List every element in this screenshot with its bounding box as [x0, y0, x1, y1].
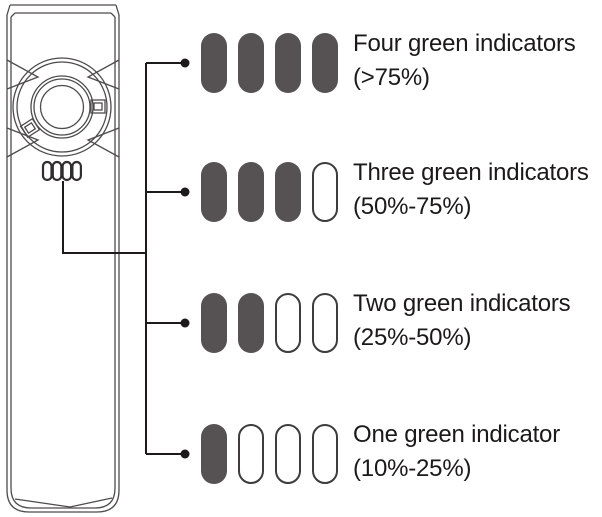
legend-range: (50%-75%)	[353, 193, 472, 220]
indicator-capsule-empty	[312, 424, 338, 484]
device-chevron-top-left	[6, 59, 40, 90]
indicator-capsule-filled	[201, 424, 227, 484]
dial-lower-left-tab	[19, 117, 41, 139]
device-led-2	[51, 160, 63, 182]
device-chevron-bottom-left	[6, 127, 40, 158]
legend-caption: Four green indicators (>75%)	[353, 27, 576, 95]
legend-range: (10%-25%)	[353, 455, 472, 482]
legend-caption: Three green indicators (50%-75%)	[353, 156, 589, 224]
indicator-capsule-filled	[275, 162, 301, 222]
legend-caption: One green indicator (10%-25%)	[353, 418, 560, 486]
dial-right-tab-inner	[93, 102, 103, 111]
dial-right-tab	[90, 99, 106, 114]
indicator-capsule-empty	[275, 293, 301, 353]
device-chevron-bottom-right	[86, 127, 120, 158]
connector-dot-3	[180, 318, 190, 328]
legend-row-four-indicators: Four green indicators (>75%)	[201, 30, 576, 95]
connector-dot-4	[180, 449, 190, 459]
device-led-4	[71, 160, 83, 182]
legend-range: (25%-50%)	[353, 324, 472, 351]
device-chevron-top-right	[86, 59, 120, 90]
indicator-capsule-filled	[238, 162, 264, 222]
legend-row-three-indicators: Three green indicators (50%-75%)	[201, 159, 589, 224]
indicator-capsule-empty	[275, 424, 301, 484]
legend-label: Four green indicators	[353, 30, 576, 57]
dial-center-button	[39, 84, 85, 130]
indicator-capsule-filled	[238, 33, 264, 93]
legend-row-two-indicators: Two green indicators (25%-50%)	[201, 290, 571, 355]
connector-dot-1	[180, 58, 190, 68]
indicator-capsule-filled	[201, 33, 227, 93]
indicator-capsules	[201, 162, 338, 222]
indicator-capsules	[201, 424, 338, 484]
indicator-capsule-filled	[201, 162, 227, 222]
indicator-capsule-empty	[238, 424, 264, 484]
indicator-capsule-empty	[312, 162, 338, 222]
indicator-capsule-filled	[275, 33, 301, 93]
legend-label: One green indicator	[353, 421, 560, 448]
dial-outer-ring	[12, 57, 112, 157]
legend-row-one-indicator: One green indicator (10%-25%)	[201, 421, 560, 486]
dial-middle-ring-inner	[33, 78, 91, 136]
device-body-inner-outline	[10, 17, 116, 509]
indicator-capsule-empty	[312, 293, 338, 353]
legend-range: (>75%)	[353, 64, 430, 91]
device-body-outline	[6, 15, 120, 513]
dial-outer-ring-inner	[16, 61, 108, 153]
device-top-corners	[6, 4, 120, 16]
device-led-3	[61, 160, 73, 182]
connector-dot-2	[180, 187, 190, 197]
legend-caption: Two green indicators (25%-50%)	[353, 287, 571, 355]
indicator-capsules	[201, 293, 338, 353]
connector-device-to-trunk	[62, 181, 146, 254]
device-top-inner-edge	[10, 12, 116, 18]
device-led-indicators	[41, 160, 83, 182]
device-illustration	[6, 4, 120, 513]
indicator-capsule-filled	[238, 293, 264, 353]
legend-label: Two green indicators	[353, 290, 571, 317]
indicator-capsule-filled	[312, 33, 338, 93]
indicator-capsules	[201, 33, 338, 93]
device-bottom-seam	[14, 497, 113, 508]
legend-label: Three green indicators	[353, 159, 589, 186]
device-led-1	[41, 160, 53, 182]
indicator-capsule-filled	[201, 293, 227, 353]
dial-middle-ring	[30, 75, 94, 139]
